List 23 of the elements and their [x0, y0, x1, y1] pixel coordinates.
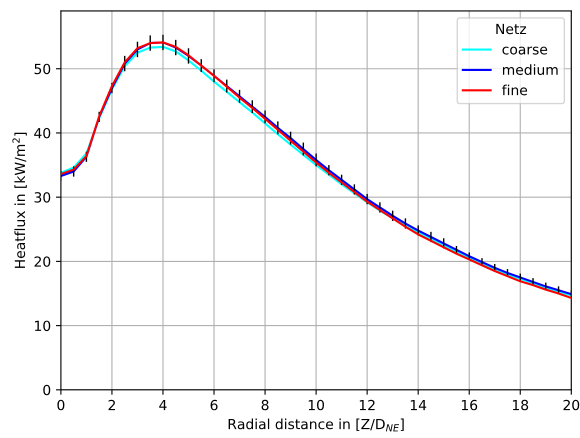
y-tick-label: 40: [34, 128, 50, 138]
x-tick-label: 14: [410, 400, 426, 410]
y-tick-label: 0: [43, 384, 50, 396]
x-tick-label: 8: [262, 400, 269, 410]
x-tick-label: 20: [563, 400, 580, 410]
x-tick-label: 6: [210, 400, 218, 410]
legend-label: medium: [502, 64, 558, 75]
y-axis-title: Heatflux in [kW/m$^{2}$]: [12, 132, 27, 268]
y-tick-label: 50: [34, 64, 50, 74]
x-axis-title: Radial distance in [Z/D$_{NE}$]: [228, 418, 404, 432]
y-tick-label: 10: [35, 320, 50, 332]
x-tick-label: 16: [462, 400, 478, 410]
x-tick-label: 0: [57, 400, 64, 410]
x-tick-label: 12: [360, 400, 375, 410]
legend-label: coarse: [502, 46, 548, 55]
x-tick-label: 2: [108, 400, 115, 410]
x-tick-label: 10: [308, 400, 324, 410]
x-tick-label: 18: [512, 400, 528, 410]
legend-title: Netz: [496, 24, 526, 34]
x-tick-label: 4: [159, 400, 167, 410]
y-tick-label: 30: [34, 192, 50, 203]
y-tick-label: 20: [34, 256, 50, 267]
legend-label: fine: [502, 84, 528, 96]
